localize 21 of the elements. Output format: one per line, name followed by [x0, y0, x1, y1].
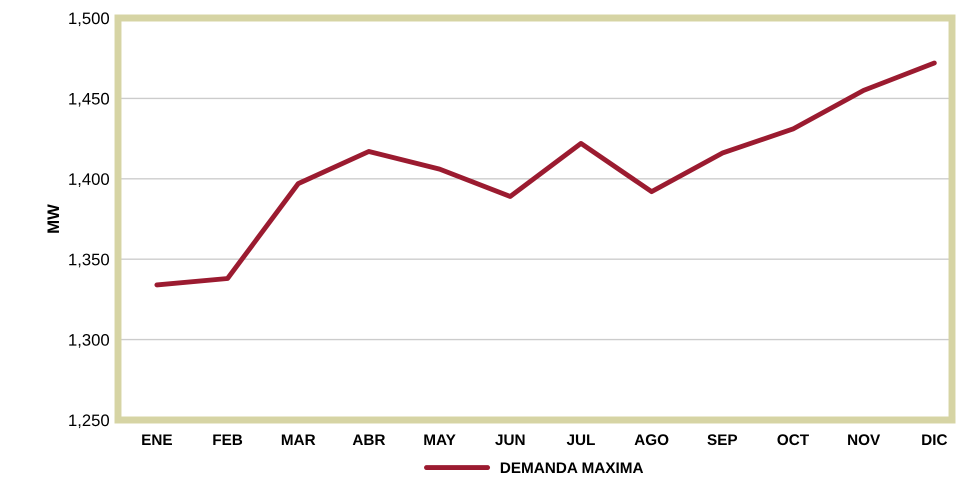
y-tick-label: 1,250 [69, 414, 110, 428]
y-axis-title: MW [47, 204, 59, 233]
y-tick-label: 1,450 [69, 92, 110, 107]
legend-label: DEMANDA MAXIMA [500, 462, 644, 473]
x-tick-label: MAY [424, 434, 456, 445]
line-series [154, 60, 937, 288]
x-tick-label: JUL [566, 434, 595, 446]
x-tick-label: SEP [707, 434, 738, 446]
x-tick-label: ABR [352, 434, 386, 445]
x-tick-label: ENE [142, 434, 172, 445]
x-tick-label: JUN [495, 434, 525, 446]
y-tick-label: 1,400 [69, 173, 110, 187]
x-tick-label: NOV [848, 434, 880, 446]
x-tick-label: OCT [777, 434, 809, 446]
x-tick-label: MAR [282, 434, 316, 445]
y-tick-label: 1,350 [69, 254, 110, 268]
x-tick-label: AGO [634, 434, 668, 446]
y-tick-label: 1,300 [69, 334, 110, 348]
y-tick-label: 1,500 [69, 12, 110, 26]
x-tick-label: DIC [922, 434, 948, 446]
x-tick-label: FEB [213, 434, 242, 445]
